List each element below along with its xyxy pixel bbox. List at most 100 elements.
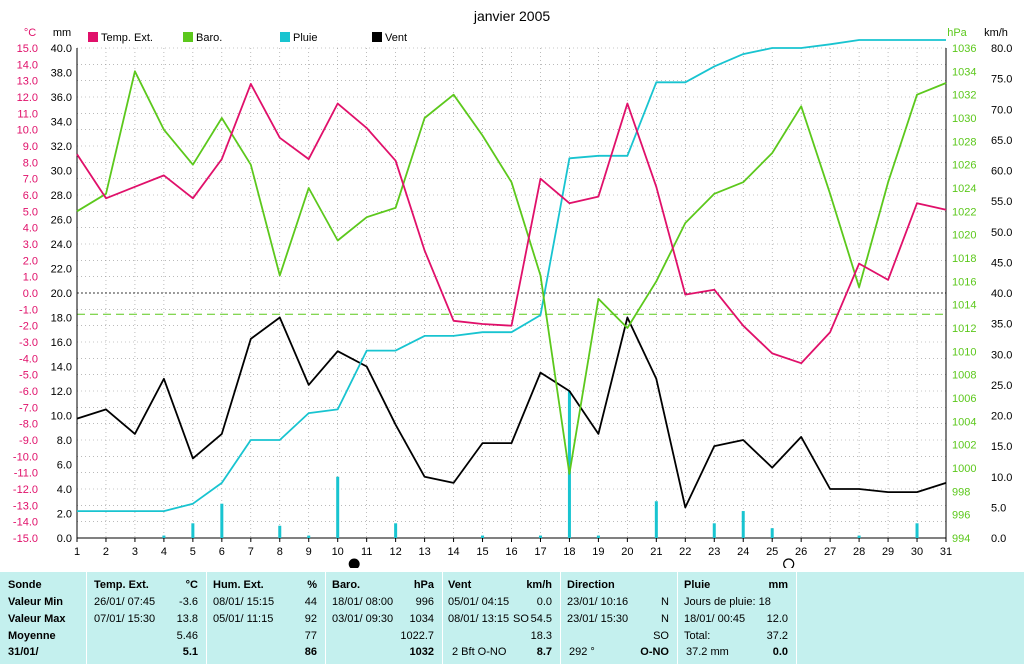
tick-label-rain: 32.0 [51,141,72,153]
tick-label-temp: 5.0 [23,206,38,218]
tick-label-day: 15 [476,546,488,558]
rain-max-time: 18/01/ 00:45 [684,613,746,625]
baro-unit: hPa [413,579,434,591]
tick-label-baro: 1020 [952,230,976,242]
tick-label-rain: 22.0 [51,264,72,276]
tick-label-rain: 38.0 [51,68,72,80]
tick-label-wind: 60.0 [991,166,1012,178]
rain-max-value: 12.0 [766,613,788,625]
tick-label-day: 20 [621,546,633,558]
tick-label-wind: 15.0 [991,441,1012,453]
tick-label-baro: 1036 [952,43,976,55]
rain-days: Jours de pluie: 18 [684,596,771,608]
tick-label-temp: -5.0 [19,370,38,382]
tick-label-day: 2 [103,546,109,558]
tick-label-temp: 7.0 [23,174,38,186]
tick-label-rain: 6.0 [57,460,72,472]
tick-label-day: 6 [219,546,225,558]
stats-labels: Sonde Valeur Min Valeur Max Moyenne 31/0… [0,572,86,664]
tick-label-wind: 10.0 [991,472,1012,484]
label-avg: Moyenne [8,630,56,642]
tick-label-day: 19 [592,546,604,558]
legend-label: Temp. Ext. [101,32,153,44]
tick-label-day: 28 [853,546,865,558]
stats-wind: Vent km/h 05/01/ 04:15 0.0 08/01/ 13:15 SO 5… [443,572,560,664]
legend-swatch [183,32,193,42]
tick-label-baro: 1034 [952,66,976,78]
series-line-temp [76,83,947,365]
rain-bar [481,535,485,538]
tick-label-day: 4 [161,546,167,558]
tick-label-wind: 30.0 [991,349,1012,361]
wind-max-dir: SO [513,613,529,625]
tick-label-temp: -9.0 [19,435,38,447]
moon-full-icon [348,558,360,568]
tick-label-rain: 18.0 [51,313,72,325]
temp-min-value: -3.6 [179,596,198,608]
tick-label-day: 13 [418,546,430,558]
dir-min-value: N [661,596,669,608]
tick-label-temp: -11.0 [14,468,38,480]
tick-label-day: 21 [650,546,662,558]
tick-label-baro: 1010 [952,346,976,358]
hum-avg: 77 [304,630,317,642]
wind-current: 8.7 [536,646,552,658]
moon-phases [348,558,795,568]
tick-label-wind: 75.0 [991,74,1012,86]
rain-bar [278,525,282,538]
tick-label-rain: 30.0 [51,166,72,178]
wind-unit: km/h [526,579,552,591]
temp-current: 5.1 [182,646,198,658]
rain-bar [596,535,600,538]
rain-bar [770,528,774,538]
label-sonde: Sonde [8,579,42,591]
series-lines [76,39,947,513]
baro-max-value: 1034 [409,613,434,625]
unit-temp: °C [24,27,36,39]
tick-label-rain: 20.0 [51,288,72,300]
tick-label-rain: 28.0 [51,190,72,202]
temp-unit: °C [185,579,198,591]
series-line-wind [76,316,947,509]
grid [76,47,947,539]
tick-label-wind: 40.0 [991,288,1012,300]
tick-label-baro: 996 [952,510,970,522]
unit-rain: mm [53,27,71,39]
legend-label: Vent [385,32,407,44]
tick-label-baro: 1016 [952,276,976,288]
tick-label-temp: 3.0 [23,239,38,251]
hum-min-value: 44 [304,596,317,608]
wind-min-value: 0.0 [536,596,552,608]
tick-label-wind: 20.0 [991,411,1012,423]
tick-label-rain: 14.0 [51,362,72,374]
tick-label-temp: 6.0 [23,190,38,202]
tick-label-temp: 12.0 [17,92,38,104]
weather-chart: janvier 2005 Temp. Ext. Baro. Pluie Vent °C… [13,8,1012,568]
temp-avg: 5.46 [176,630,198,642]
tick-label-day: 12 [390,546,402,558]
tick-label-wind: 5.0 [991,502,1006,514]
tick-label-wind: 0.0 [991,533,1006,545]
temp-min-time: 26/01/ 07:45 [94,596,156,608]
tick-label-day: 17 [534,546,546,558]
tick-label-temp: -8.0 [19,419,38,431]
tick-label-rain: 36.0 [51,92,72,104]
wind-max-value: 54.5 [530,613,552,625]
baro-avg: 1022.7 [400,630,434,642]
rain-header: Pluie [684,579,711,591]
tick-label-temp: 10.0 [17,125,38,137]
rain-bar [220,503,224,538]
dir-avg: SO [653,630,669,642]
rain-bar [307,535,311,538]
tick-label-temp: -12.0 [13,484,38,496]
tick-label-day: 24 [737,546,749,558]
hum-max-time: 05/01/ 11:15 [213,613,274,625]
rain-bar [712,523,716,538]
rain-current: 0.0 [772,646,788,658]
moon-new-icon [783,558,795,568]
dir-max-value: N [661,613,669,625]
rain-current-label: 37.2 mm [686,646,729,658]
tick-label-day: 9 [306,546,312,558]
tick-label-baro: 1002 [952,440,976,452]
tick-label-wind: 35.0 [991,319,1012,331]
